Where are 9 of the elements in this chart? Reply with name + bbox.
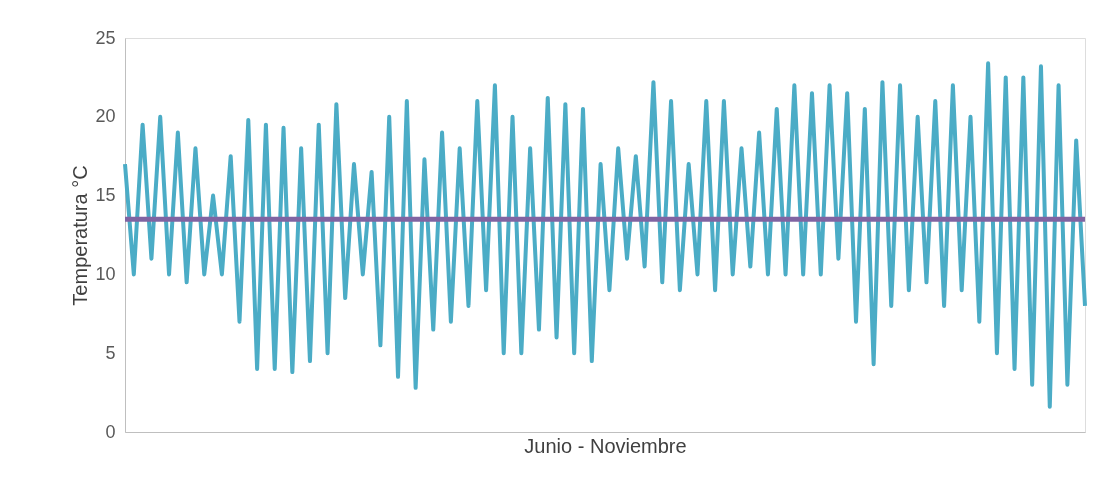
y-tick-label: 15 — [95, 185, 116, 206]
y-tick-label: 0 — [105, 421, 116, 442]
y-tick-label: 20 — [95, 106, 116, 127]
x-axis-title: Junio - Noviembre — [524, 434, 687, 457]
line-series — [123, 61, 1087, 409]
y-tick-label: 25 — [95, 27, 116, 48]
y-tick-label: 5 — [105, 342, 116, 363]
y-axis-title: Temperatura °C — [69, 165, 92, 306]
y-tick-label: 10 — [95, 263, 116, 284]
